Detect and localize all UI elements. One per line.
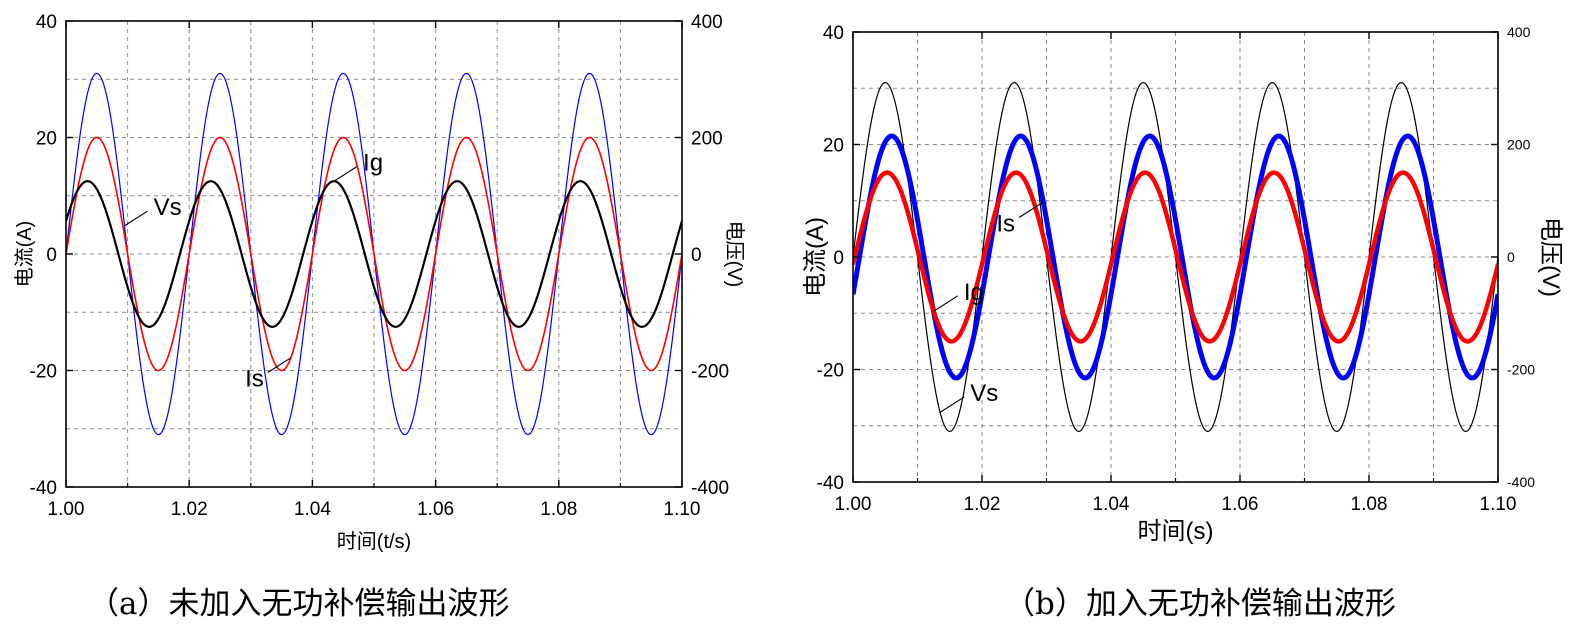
y-tick-label: -40 — [817, 473, 844, 494]
y-tick-label: 20 — [36, 129, 57, 150]
y-tick-label: -20 — [30, 362, 57, 383]
caption-a: （a）未加入无功补偿输出波形 — [88, 586, 510, 622]
y2-tick-label: -400 — [691, 478, 729, 499]
x-tick-label: 1.02 — [964, 494, 1001, 515]
annotation-is: Is — [245, 366, 264, 393]
y-tick-label: 20 — [823, 136, 844, 157]
annotation-ig: Ig — [964, 279, 984, 306]
y-tick-label: -20 — [817, 361, 844, 382]
x-axis-label: 时间(s) — [1138, 518, 1214, 545]
annotation-leader — [933, 295, 959, 312]
y-tick-label: -40 — [30, 478, 57, 499]
y-tick-label: 0 — [833, 248, 844, 269]
y2-axis-label: 电压(V) — [1537, 217, 1564, 297]
y2-tick-label: 400 — [691, 12, 723, 33]
y2-tick-label: -400 — [1507, 474, 1535, 490]
y2-tick-label: 400 — [1507, 24, 1531, 40]
x-tick-label: 1.10 — [664, 499, 701, 520]
chart-b: 1.00 1.02 1.04 1.06 1.08 1.10-40-2002040-400-… — [802, 23, 1564, 545]
annotation-leader — [267, 357, 292, 373]
series-is-line — [66, 136, 682, 372]
series-group — [66, 72, 682, 436]
y2-tick-label: -200 — [691, 361, 729, 382]
y2-tick-label: 200 — [691, 128, 723, 149]
annotation-vs: Vs — [154, 194, 182, 221]
x-tick-label: 1.10 — [1480, 494, 1517, 515]
y2-axis-label: 电压(V) — [723, 221, 746, 288]
annotation-ig: Ig — [363, 149, 383, 176]
x-tick-label: 1.04 — [294, 499, 331, 520]
annotation-vs: Vs — [970, 380, 998, 407]
x-tick-label: 1.00 — [48, 499, 85, 520]
annotation-leader — [1018, 201, 1044, 218]
series-is-line — [853, 133, 1498, 381]
series-ig-line — [66, 180, 682, 328]
series-group — [853, 82, 1498, 432]
annotation-leader — [333, 166, 358, 182]
series-ig-line — [853, 170, 1498, 344]
x-tick-label: 1.08 — [1351, 494, 1388, 515]
y-axis-label: 电流(A) — [13, 221, 36, 288]
y2-tick-label: 0 — [691, 245, 702, 266]
x-tick-label: 1.00 — [835, 494, 872, 515]
x-tick-label: 1.06 — [417, 499, 454, 520]
chart-a: 1.00 1.02 1.04 1.06 1.08 1.10-40-2002040-400-… — [13, 12, 746, 553]
x-axis-label: 时间(t/s) — [337, 530, 411, 553]
x-tick-label: 1.06 — [1222, 494, 1259, 515]
y2-tick-label: -200 — [1507, 362, 1535, 378]
x-tick-label: 1.02 — [171, 499, 208, 520]
y2-tick-label: 200 — [1507, 137, 1531, 153]
x-tick-label: 1.08 — [540, 499, 577, 520]
y-tick-label: 0 — [46, 245, 57, 266]
x-tick-label: 1.04 — [1093, 494, 1130, 515]
annotation-leader — [939, 396, 965, 413]
caption-b: （b）加入无功补偿输出波形 — [1004, 586, 1396, 622]
y-tick-label: 40 — [823, 23, 844, 44]
annotation-leader — [124, 210, 148, 227]
y-axis-label: 电流(A) — [802, 217, 829, 297]
y-tick-label: 40 — [36, 12, 57, 33]
y2-tick-label: 0 — [1507, 249, 1515, 265]
annotation-is: Is — [996, 210, 1015, 237]
